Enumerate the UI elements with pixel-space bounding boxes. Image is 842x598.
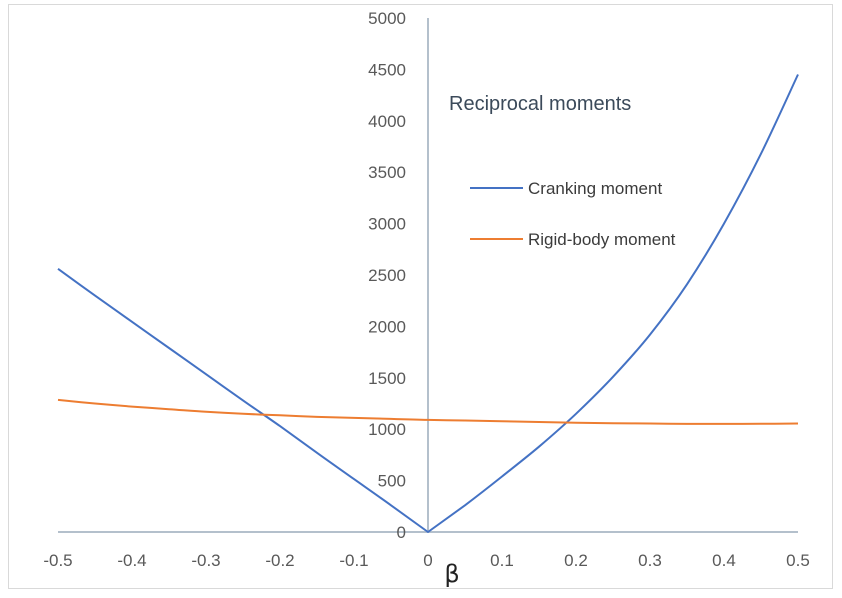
y-tick-label: 4000 xyxy=(368,112,406,131)
y-tick-label: 1500 xyxy=(368,369,406,388)
y-tick-label: 5000 xyxy=(368,9,406,28)
series-line-cranking xyxy=(57,74,799,533)
x-tick-label: 0.5 xyxy=(786,551,810,570)
series-lines xyxy=(57,74,799,533)
legend-label-rigid-body: Rigid-body moment xyxy=(528,230,676,249)
y-tick-label: 2500 xyxy=(368,266,406,285)
y-tick-label: 0 xyxy=(397,523,406,542)
y-tick-label: 500 xyxy=(378,472,406,491)
x-tick-label: -0.3 xyxy=(191,551,220,570)
x-tick-label: -0.5 xyxy=(43,551,72,570)
chart-annotation-title: Reciprocal moments xyxy=(449,93,631,115)
x-tick-label: 0.2 xyxy=(564,551,588,570)
legend-label-cranking: Cranking moment xyxy=(528,179,662,198)
y-tick-label: 3000 xyxy=(368,215,406,234)
y-tick-label: 2000 xyxy=(368,317,406,336)
x-tick-label: -0.2 xyxy=(265,551,294,570)
x-tick-labels: -0.5 -0.4 -0.3 -0.2 -0.1 0 0.1 0.2 0.3 0.4 0.5 xyxy=(43,551,809,570)
x-tick-label: -0.4 xyxy=(117,551,146,570)
y-tick-labels: 0 500 1000 1500 2000 2500 3000 3500 4000 4500 5000 xyxy=(368,9,406,542)
x-tick-label: 0.4 xyxy=(712,551,736,570)
x-axis-title: β xyxy=(444,560,459,588)
y-tick-label: 4500 xyxy=(368,60,406,79)
x-tick-label: 0.3 xyxy=(638,551,662,570)
legend: Cranking moment Rigid-body moment xyxy=(470,179,676,249)
y-tick-label: 3500 xyxy=(368,163,406,182)
x-tick-label: -0.1 xyxy=(339,551,368,570)
x-tick-label: 0.1 xyxy=(490,551,514,570)
series-line-rigid-body xyxy=(57,398,799,425)
x-tick-label: 0 xyxy=(423,551,432,570)
chart-frame xyxy=(8,4,833,589)
y-tick-label: 1000 xyxy=(368,420,406,439)
